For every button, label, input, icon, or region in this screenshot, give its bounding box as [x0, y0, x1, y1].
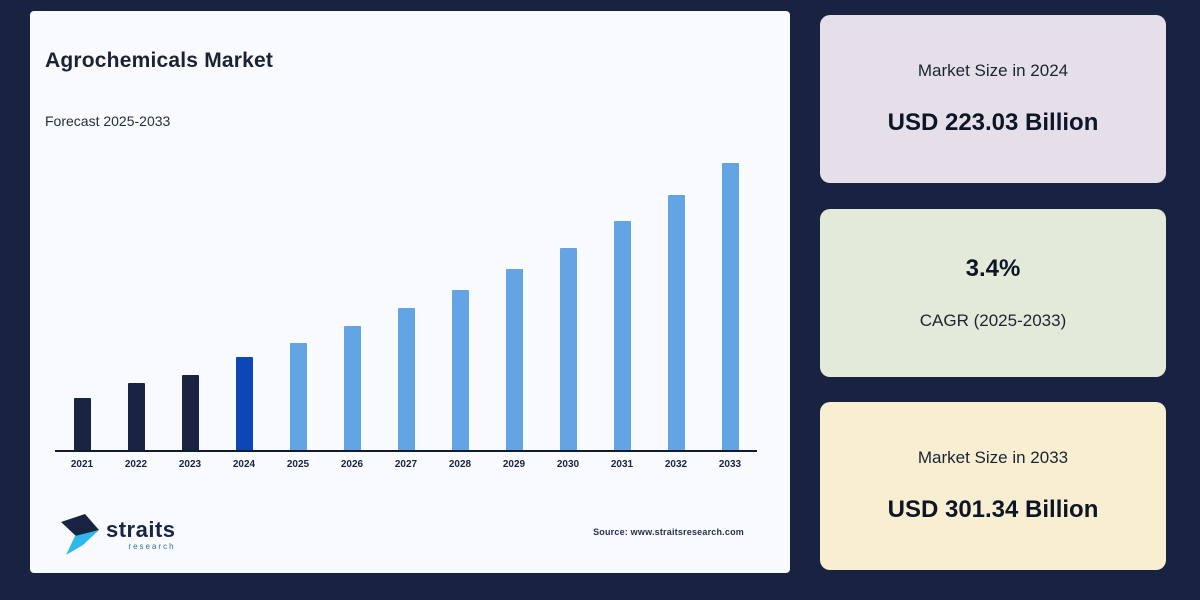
page-title: Agrochemicals Market: [45, 49, 274, 72]
bar-2025: [271, 343, 325, 450]
x-axis-label-2023: 2023: [178, 459, 202, 470]
bar-2026: [325, 326, 379, 450]
x-axis-label-2032: 2032: [664, 459, 688, 470]
bar-2022: [109, 383, 163, 450]
cagr-value: 3.4%: [965, 254, 1021, 282]
market-size-2033-value: USD 301.34 Billion: [887, 496, 1099, 523]
bar-2028: [433, 290, 487, 450]
bar-2023: [163, 375, 217, 450]
x-axis-label-2027: 2027: [394, 459, 418, 470]
stat-cards-column: Market Size in 2024 USD 223.03 Billion 3…: [820, 15, 1166, 570]
logo-text-wrap: straits research: [106, 516, 176, 551]
x-axis-label-2030: 2030: [556, 459, 580, 470]
x-axis-label-2033: 2033: [718, 459, 742, 470]
bar-2031: [595, 221, 649, 450]
x-axis-label-2022: 2022: [124, 459, 148, 470]
x-axis-label-2028: 2028: [448, 459, 472, 470]
bar-2033: [703, 163, 757, 450]
straits-arrow-icon: [61, 514, 99, 555]
logo-subtext: research: [128, 541, 176, 551]
bar-2030: [541, 248, 595, 450]
x-axis-label-2024: 2024: [232, 459, 256, 470]
source-attribution: Source: www.straitsresearch.com: [593, 527, 744, 537]
market-chart-card: Agrochemicals Market Forecast 2025-2033 …: [30, 11, 790, 573]
market-size-2024-label: Market Size in 2024: [917, 61, 1069, 80]
bars-row: [55, 159, 757, 452]
x-axis-label-2026: 2026: [340, 459, 364, 470]
bar-2032: [649, 195, 703, 450]
logo-wordmark: straits: [106, 516, 176, 542]
bar-2029: [487, 269, 541, 450]
x-axis-label-2029: 2029: [502, 459, 526, 470]
bar-chart: 2021 2022 2023 2024 2025 2026 2027 2028 2029 2030…: [55, 159, 757, 470]
cagr-label: CAGR (2025-2033): [919, 310, 1067, 330]
market-size-2033-card: Market Size in 2033 USD 301.34 Billion: [820, 402, 1166, 570]
bar-2027: [379, 308, 433, 450]
x-axis-labels: 2021 2022 2023 2024 2025 2026 2027 2028 2029 2030…: [55, 459, 757, 470]
x-axis-label-2021: 2021: [70, 459, 94, 470]
x-axis-label-2025: 2025: [286, 459, 310, 470]
bar-2024: [217, 357, 271, 450]
market-size-2033-label: Market Size in 2033: [917, 448, 1069, 467]
market-size-2024-card: Market Size in 2024 USD 223.03 Billion: [820, 15, 1166, 183]
market-size-2024-value: USD 223.03 Billion: [887, 109, 1099, 136]
bar-2021: [55, 398, 109, 450]
cagr-card: 3.4% CAGR (2025-2033): [820, 208, 1166, 377]
x-axis-label-2031: 2031: [610, 459, 634, 470]
straits-research-logo: straits research: [60, 513, 176, 557]
forecast-subtitle: Forecast 2025-2033: [45, 113, 171, 129]
